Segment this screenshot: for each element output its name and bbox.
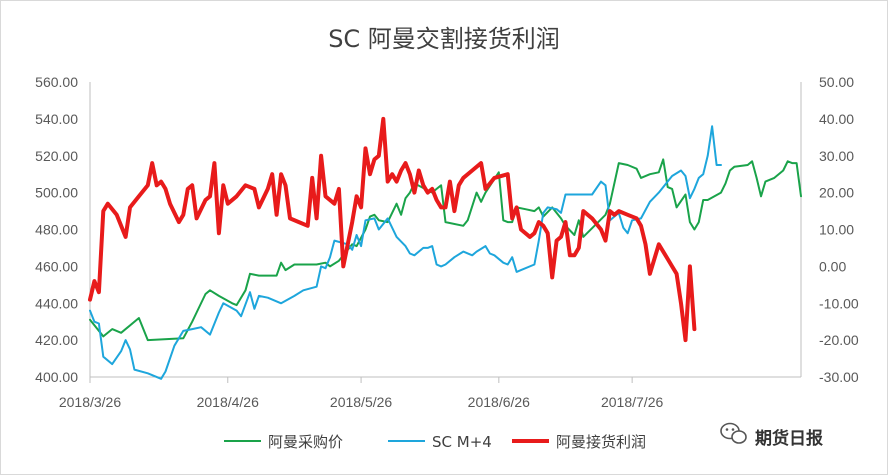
legend-label-1: 阿曼采购价 <box>268 433 343 451</box>
y-left-tick-label: 420.00 <box>35 332 78 348</box>
y-right-tick-label: 30.00 <box>819 148 854 164</box>
x-tick-label: 2018/7/26 <box>601 394 663 410</box>
chart-title: SC 阿曼交割接货利润 <box>328 25 560 53</box>
x-tick-label: 2018/4/26 <box>197 394 259 410</box>
legend-label-2: SC M+4 <box>432 433 492 451</box>
y-right-tick-label: 20.00 <box>819 185 854 201</box>
y-left-tick-label: 520.00 <box>35 148 78 164</box>
series-line-2 <box>89 125 722 380</box>
x-tick-label: 2018/3/26 <box>59 394 121 410</box>
y-left-tick-label: 480.00 <box>35 222 78 238</box>
y-left-tick-label: 540.00 <box>35 111 78 127</box>
series-line-1 <box>89 158 802 342</box>
axes: 400.00 420.00 440.00 460.00 480.00 500.00 520.… <box>35 74 859 410</box>
y-left-tick-label: 400.00 <box>35 369 78 385</box>
watermark-text: 期货日报 <box>755 428 823 449</box>
y-left-tick-label: 460.00 <box>35 258 78 274</box>
series-layer <box>88 116 802 380</box>
legend-label-3: 阿曼接货利润 <box>556 433 646 451</box>
wechat-icon <box>720 422 747 444</box>
legend: 阿曼采购价 SC M+4 阿曼接货利润 <box>224 433 646 451</box>
x-tick-label: 2018/6/26 <box>468 394 530 410</box>
y-right-tick-label: 40.00 <box>819 111 854 127</box>
y-right-tick-label: 0.00 <box>819 258 846 274</box>
y-right-tick-label: -30.00 <box>819 369 859 385</box>
watermark: 期货日报 <box>720 422 823 449</box>
y-right-tick-label: 10.00 <box>819 222 854 238</box>
y-right-tick-label: -20.00 <box>819 332 859 348</box>
y-left-tick-label: 560.00 <box>35 74 78 90</box>
y-right-tick-label: 50.00 <box>819 74 854 90</box>
x-tick-label: 2018/5/26 <box>330 394 392 410</box>
series-line-3 <box>88 116 697 343</box>
y-right-tick-label: -10.00 <box>819 295 859 311</box>
y-left-tick-label: 500.00 <box>35 185 78 201</box>
y-left-tick-label: 440.00 <box>35 295 78 311</box>
